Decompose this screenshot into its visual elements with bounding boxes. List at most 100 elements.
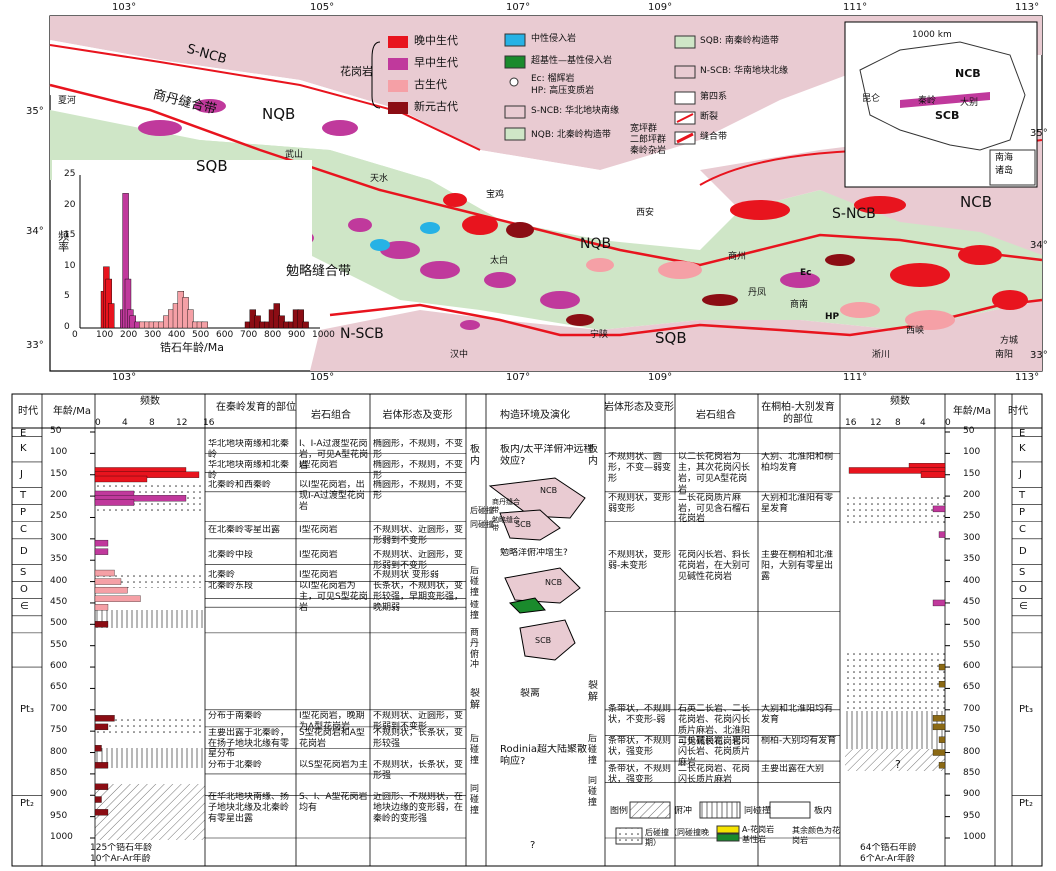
place-label: 汉中	[450, 350, 469, 360]
center-same2: 同碰撞	[470, 784, 480, 816]
age-label-left: 800	[50, 746, 68, 757]
hist-ytick: 0	[64, 322, 70, 332]
left-row-position: 北秦岭中段	[208, 550, 254, 561]
era-label-left: Pt₃	[20, 703, 34, 715]
place-label: 夏河	[58, 96, 77, 106]
mianlue-suture-label: 勉略缝合带	[286, 264, 352, 279]
inset-kunlun: 昆仑	[862, 94, 881, 104]
right-freq-bar	[938, 663, 946, 671]
legend-fu: 俯冲	[674, 806, 693, 816]
left-row-position: 华北地块南缘和北秦岭	[208, 439, 290, 461]
hist-xtick: 900	[288, 330, 306, 340]
hist-bar	[297, 309, 304, 329]
age-label-right: 700	[963, 703, 981, 714]
evolution-table: 时代 年龄/Ma 频数 在秦岭发育的部位 岩石组合 岩体形态及变形 构造环境及演…	[0, 388, 1056, 871]
legend-age: 晚中生代	[414, 34, 458, 47]
legend-right: 第四系	[700, 92, 728, 102]
age-label-right: 50	[963, 426, 975, 436]
left-row-rock: S、I、A型花岗岩均有	[299, 791, 368, 813]
left-freq-bar	[94, 475, 148, 483]
age-label-left: 750	[50, 725, 68, 736]
right-row-form: 不规则状，变形弱变形	[608, 492, 672, 514]
inset-orogen	[900, 92, 990, 108]
left-freq-bar	[94, 569, 115, 577]
left-row-form: 不规则状 变形弱	[373, 569, 439, 580]
age-label-right: 350	[963, 554, 981, 565]
cartoon-ml-label: 勉略缝合带	[492, 516, 520, 533]
age-label-right: 650	[963, 682, 981, 693]
left-row-position: 在华北地块南缘、扬子地块北缘及北秦岭有零星出露	[208, 791, 290, 824]
freq-tick-right: 16	[845, 418, 857, 428]
age-label-right: 400	[963, 575, 981, 586]
era-label-right: Pt₃	[1019, 703, 1033, 715]
age-label-right: 850	[963, 767, 981, 778]
left-hatch	[95, 784, 205, 840]
lat-tick: 33°	[1030, 350, 1048, 361]
inset-zhudao: 诸岛	[995, 166, 1014, 176]
lat-tick: 33°	[26, 340, 44, 351]
age-label-left: 450	[50, 596, 68, 607]
hdr-qinling: 在秦岭发育的部位	[216, 402, 296, 413]
left-freq-bar	[94, 715, 115, 722]
right-freq-bar	[938, 680, 946, 688]
legend-swatch-late-meso	[388, 36, 408, 48]
legend-swatch-sncb	[504, 105, 526, 119]
hdr-center: 构造环境及演化	[500, 410, 570, 421]
left-row-form: 椭圆形，不规则，不变形	[373, 439, 464, 461]
legend-swatch-ec	[509, 77, 519, 87]
left-freq-bar	[94, 595, 141, 602]
age-label-right: 200	[963, 490, 981, 501]
legend-mid: HP: 高压变质岩	[531, 86, 595, 96]
age-label-left: 850	[50, 767, 68, 778]
center-q: ?	[530, 840, 536, 851]
age-label-left: 650	[50, 682, 68, 693]
era-label-left: Pt₂	[20, 797, 34, 809]
hist-ytick: 25	[64, 169, 76, 179]
place-label: 宁陕	[590, 330, 609, 340]
legend-mid: Ec: 榴辉岩	[531, 74, 575, 84]
era-label-left: P	[20, 507, 27, 519]
legend-nqb-sub: 秦岭杂岩	[630, 146, 667, 156]
age-label-left: 500	[50, 618, 68, 629]
era-label-left: D	[20, 545, 28, 557]
era-label-left: O	[20, 584, 28, 596]
hdr-rform: 岩体形态及变形	[604, 402, 674, 413]
era-label-left: S	[20, 567, 27, 579]
right-row-rock: 花岗闪长岩、斜长花岗岩，在大别可见碱性花岗岩	[678, 550, 751, 583]
hdr-dabie: 在桐柏-大别发育的部位	[761, 402, 835, 425]
place-label: 天水	[370, 174, 389, 184]
era-label-left: K	[20, 443, 27, 455]
age-label-left: 200	[50, 490, 68, 501]
left-row-position: 分布于南秦岭	[208, 710, 263, 721]
hist-xtick: 100	[96, 330, 114, 340]
left-row-rock: I型花岗岩	[299, 569, 338, 580]
left-row-position: 在北秦岭零星出露	[208, 524, 281, 535]
hdr-rrock: 岩石组合	[696, 410, 736, 421]
legend-mid: 中性侵入岩	[531, 34, 577, 44]
era-label-right: O	[1019, 584, 1027, 596]
zone-nqb: NQB	[262, 105, 296, 123]
center-late2: 后碰撞	[470, 566, 480, 598]
right-side-label: 板内	[588, 444, 598, 467]
age-label-right: 800	[963, 746, 981, 757]
ec-label: Ec	[800, 268, 812, 278]
legend-swatch-intermediate	[504, 33, 526, 47]
era-label-right: ∈	[1019, 601, 1028, 613]
left-row-rock: 以I型花岗岩，出现I-A过渡型花岗岩	[299, 479, 365, 512]
right-row-rock: 以二长花岗岩为主，其次花岗闪长岩，可见A型花岗岩	[678, 452, 751, 495]
legend-swatch-quaternary	[674, 91, 696, 105]
left-freq-bar	[94, 621, 109, 628]
hdr-era: 时代	[18, 406, 38, 417]
hist-bar	[201, 321, 209, 329]
north-boundary	[49, 44, 481, 151]
place-label: 淅川	[872, 350, 891, 360]
age-label-left: 350	[50, 554, 68, 565]
right-side-label: 同碰撞	[588, 776, 598, 808]
right-freq-bar	[920, 471, 946, 478]
cartoon-scb-1	[499, 509, 561, 541]
center-plate-in: 板内	[470, 444, 480, 467]
legend-swatch-paleo	[388, 80, 408, 92]
lon-tick: 107°	[506, 372, 531, 383]
center-pacific: 板内/太平洋俯冲远程效应?	[500, 444, 594, 467]
right-freq-bar	[848, 467, 946, 474]
